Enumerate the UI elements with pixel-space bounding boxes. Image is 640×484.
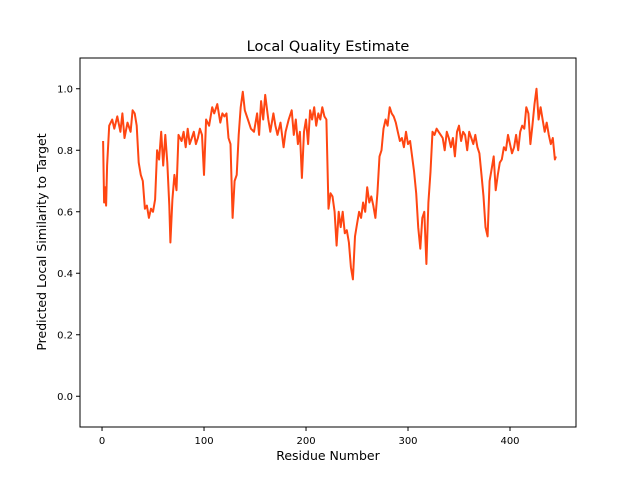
- x-tick-label: 300: [398, 436, 417, 447]
- y-tick-label: 1.0: [57, 84, 73, 95]
- x-axis-ticks: 0 100 200 300 400: [99, 427, 520, 447]
- x-tick-label: 0: [99, 436, 105, 447]
- y-tick-label: 0.8: [57, 146, 73, 157]
- y-tick-label: 0.2: [57, 330, 73, 341]
- y-tick-label: 0.6: [57, 207, 73, 218]
- x-tick-label: 100: [194, 436, 213, 447]
- x-tick-label: 200: [296, 436, 315, 447]
- series-line: [102, 87, 557, 281]
- y-tick-label: 0.4: [57, 269, 73, 280]
- x-axis-label: Residue Number: [276, 448, 380, 463]
- y-tick-label: 0.0: [57, 392, 73, 403]
- plot-area: [79, 57, 577, 428]
- y-axis-label: Predicted Local Similarity to Target: [34, 133, 49, 350]
- y-axis-ticks: 0.0 0.2 0.4 0.6 0.8 1.0: [57, 84, 80, 403]
- chart-title: Local Quality Estimate: [247, 39, 410, 55]
- x-tick-label: 400: [500, 436, 519, 447]
